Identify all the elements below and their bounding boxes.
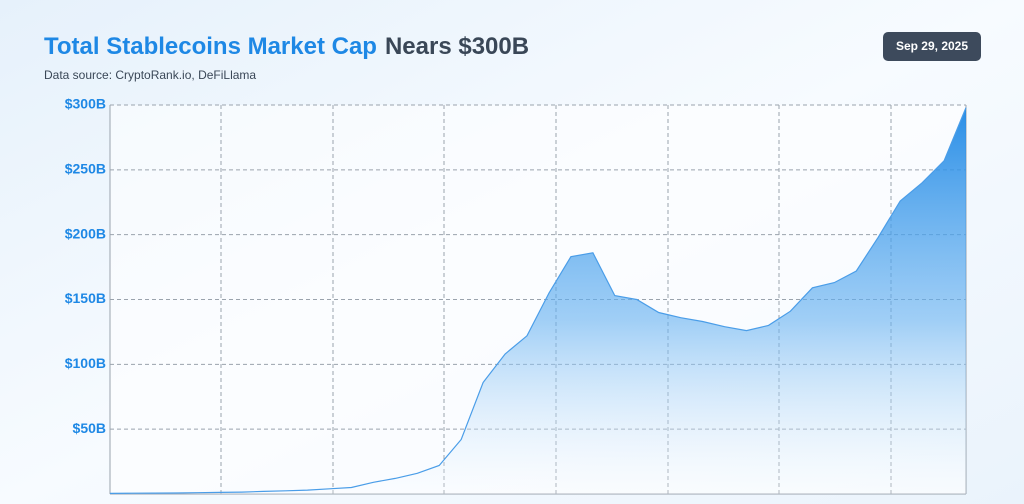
date-badge-text: Sep 29, 2025 xyxy=(896,39,968,53)
chart-title: Total Stablecoins Market Cap Nears $300B xyxy=(44,33,529,60)
title-suffix: Nears $300B xyxy=(385,33,529,60)
y-tick-label: $50B xyxy=(73,420,106,436)
area xyxy=(110,107,966,494)
subtitle: Data source: CryptoRank.io, DeFiLlama xyxy=(44,68,256,82)
date-badge xyxy=(883,32,981,61)
title-main: Total Stablecoins Market Cap xyxy=(44,33,377,60)
y-tick-label: $100B xyxy=(65,355,106,371)
y-tick-label: $200B xyxy=(65,225,106,241)
y-tick-label: $250B xyxy=(65,161,106,177)
y-tick-label: $300B xyxy=(65,96,106,112)
line xyxy=(109,107,967,494)
y-tick-label: $150B xyxy=(65,290,106,306)
